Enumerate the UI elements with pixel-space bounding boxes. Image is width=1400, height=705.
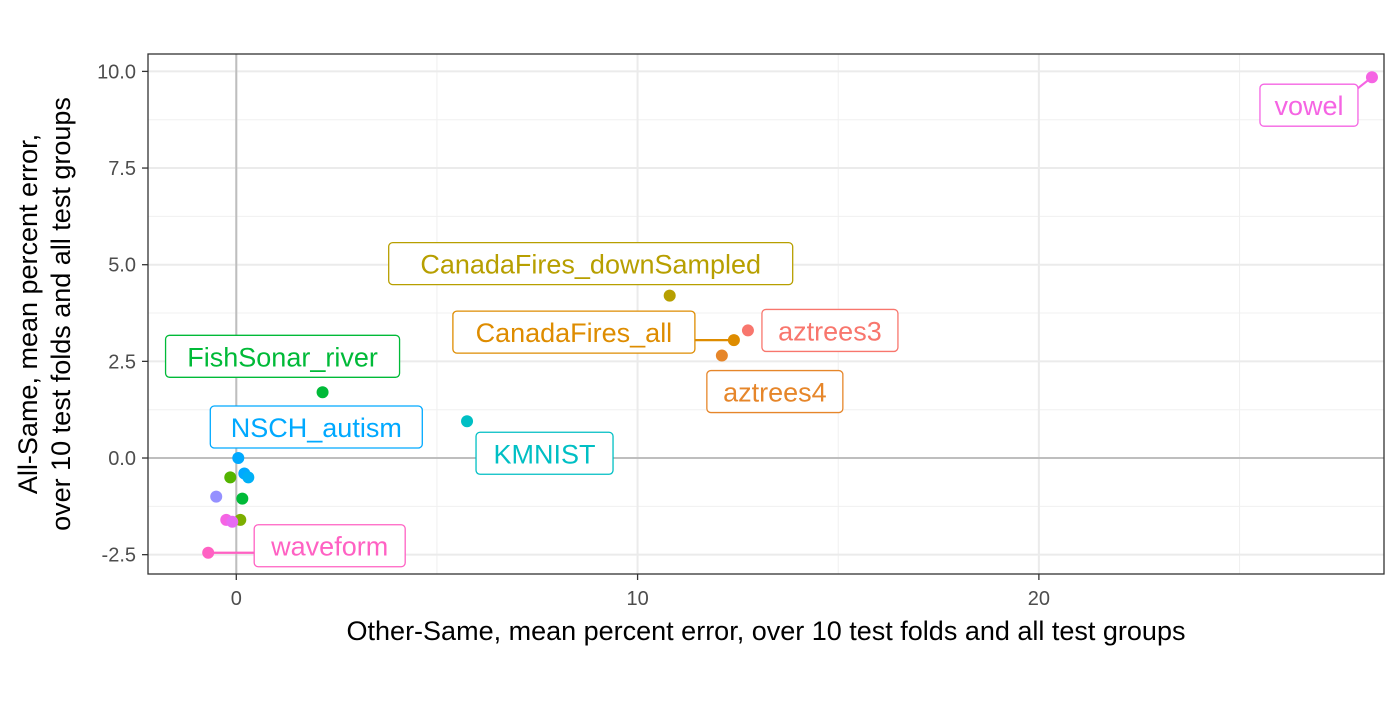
point-label: waveform (270, 532, 388, 562)
x-tick-label: 10 (626, 588, 648, 610)
point-label-box (253, 524, 406, 568)
y-tick-label: 7.5 (108, 158, 136, 180)
point-label-box (164, 334, 401, 378)
data-point (316, 386, 329, 399)
data-point (242, 471, 255, 484)
data-point (210, 490, 223, 503)
point-label: vowel (1274, 91, 1343, 121)
data-point (715, 349, 728, 362)
data-point (461, 415, 474, 428)
x-tick-label: 0 (231, 588, 242, 610)
point-labels: vowel CanadaFires_downSampled CanadaFires_… (164, 83, 1359, 568)
y-axis-title-line-1: All-Same, mean percent error, (13, 134, 43, 494)
reference-lines (148, 54, 1384, 574)
point-label: KMNIST (494, 439, 596, 469)
y-axis-ticks: -2.5 0.0 2.5 5.0 7.5 10.0 (97, 61, 148, 567)
data-point (741, 324, 754, 337)
data-point (1365, 71, 1378, 84)
point-label-box (388, 241, 794, 286)
data-point (226, 515, 239, 528)
point-label-box (209, 405, 423, 449)
y-tick-label: 5.0 (108, 255, 136, 277)
data-point (224, 471, 237, 484)
x-axis-title: Other-Same, mean percent error, over 10 … (347, 616, 1186, 646)
data-point (232, 452, 245, 465)
data-point (727, 334, 740, 347)
point-label-box (706, 369, 844, 414)
y-axis-title-line-2: over 10 test folds and all test groups (46, 97, 76, 531)
y-tick-label: 10.0 (97, 61, 136, 83)
point-label: CanadaFires_all (476, 318, 673, 348)
point-label: aztrees4 (723, 378, 827, 408)
data-points (202, 71, 1378, 559)
x-tick-label: 20 (1028, 588, 1050, 610)
point-label: aztrees3 (778, 316, 882, 346)
y-tick-label: 2.5 (108, 351, 136, 373)
point-label-box (452, 310, 696, 354)
point-label-box (1259, 83, 1359, 127)
y-tick-label: -2.5 (102, 545, 136, 567)
point-label: CanadaFires_downSampled (420, 250, 761, 280)
point-label: NSCH_autism (231, 413, 402, 443)
point-label-box (761, 308, 899, 353)
data-point (663, 289, 676, 302)
data-point (202, 546, 215, 559)
point-label: FishSonar_river (187, 342, 378, 372)
plot-border (147, 53, 1385, 575)
point-label-box (475, 431, 614, 475)
y-tick-label: 0.0 (108, 448, 136, 470)
data-point (236, 492, 249, 505)
x-axis-ticks: 0 10 20 (231, 574, 1050, 610)
